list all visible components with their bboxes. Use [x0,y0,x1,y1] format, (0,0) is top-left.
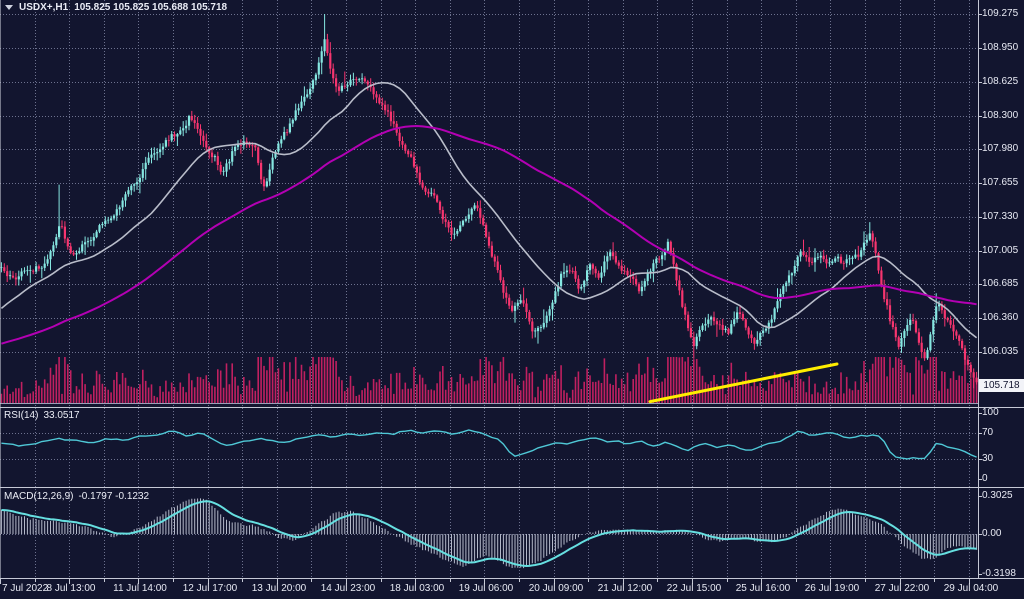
time-scale-label: 19 Jul 06:00 [458,583,514,594]
time-scale-label: 14 Jul 23:00 [320,583,376,594]
symbol-menu-triangle-icon[interactable] [5,5,13,10]
price-scale-label: 106.360 [982,312,1019,323]
price-scale-label: 107.980 [982,143,1019,154]
rsi-panel-header: RSI(14) 33.0517 [4,410,80,422]
time-scale-label: 22 Jul 15:00 [666,583,722,594]
price-scale-label: 108.950 [982,42,1019,53]
time-scale-label: 13 Jul 20:00 [251,583,307,594]
macd-scale-label: -0.3198 [982,568,1016,579]
price-scale-label: 106.035 [982,346,1019,357]
rsi-value: 33.0517 [43,410,80,421]
time-scale-label: 7 Jul 2022 [2,583,49,594]
macd-label: MACD(12,26,9) [4,491,74,502]
current-price-tag: 105.718 [979,379,1024,392]
macd-scale-label: 0.00 [982,528,1002,539]
price-scale-label: 107.655 [982,177,1019,188]
price-scale-label: 107.330 [982,211,1019,222]
macd-panel-header: MACD(12,26,9) -0.1797 -0.1232 [4,491,149,503]
price-scale-label: 107.005 [982,245,1019,256]
time-scale-label: 27 Jul 22:00 [874,583,930,594]
macd-scale-label: 0.3025 [982,490,1013,501]
time-scale-label: 8 Jul 13:00 [46,583,96,594]
chart-title: USDX+,H1 105.825 105.825 105.688 105.718 [5,1,227,13]
time-scale-label: 29 Jul 04:00 [943,583,999,594]
time-scale-label: 12 Jul 17:00 [182,583,238,594]
time-scale[interactable]: 7 Jul 2022 8 Jul 13:00 11 Jul 14:00 12 Jul … [0,583,1024,597]
macd-values: -0.1797 -0.1232 [78,491,150,502]
time-scale-label: 21 Jul 12:00 [597,583,653,594]
price-scale[interactable]: 109.275 108.950 108.625 108.300 107.980 107.6… [982,0,1024,599]
rsi-scale-label: 70 [982,427,994,438]
time-scale-label: 20 Jul 09:00 [528,583,584,594]
ohlc-values: 105.825 105.825 105.688 105.718 [74,1,228,13]
rsi-scale-label: 0 [982,473,988,484]
price-scale-label: 106.685 [982,278,1019,289]
time-scale-label: 25 Jul 16:00 [735,583,791,594]
rsi-label: RSI(14) [4,410,39,421]
symbol-timeframe: USDX+,H1 [19,1,69,13]
rsi-scale-label: 100 [982,407,999,418]
time-scale-label: 11 Jul 14:00 [113,583,167,594]
time-scale-label: 18 Jul 03:00 [389,583,445,594]
price-scale-label: 108.625 [982,76,1019,87]
rsi-scale-label: 30 [982,453,994,464]
time-scale-label: 26 Jul 19:00 [804,583,860,594]
price-scale-label: 108.300 [982,110,1019,121]
price-scale-label: 109.275 [982,8,1019,19]
